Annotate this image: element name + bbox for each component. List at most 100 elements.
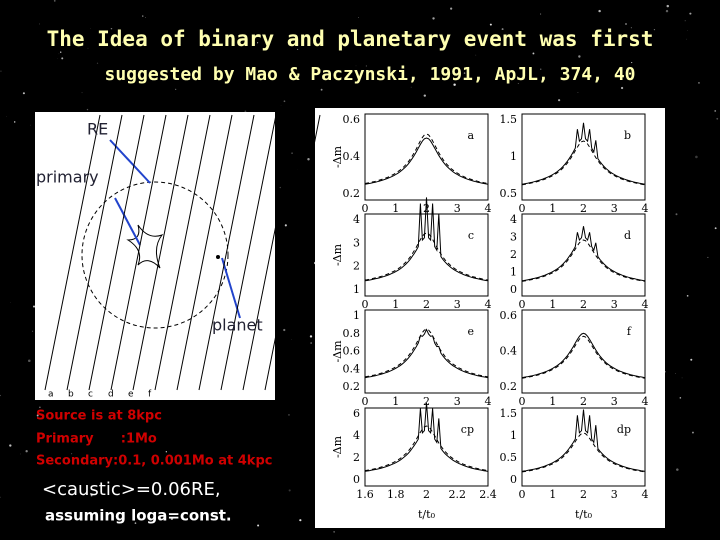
source-track [154, 114, 211, 391]
source-track [176, 114, 233, 391]
star [675, 372, 676, 374]
star [9, 444, 12, 447]
star [358, 17, 360, 18]
panel-label: cp [461, 423, 474, 436]
y-tick-label: 0.2 [343, 187, 361, 200]
star [32, 305, 36, 308]
x-tick-label: 2 [423, 298, 430, 311]
star [0, 394, 1, 397]
y-axis-label: -Δm [331, 145, 344, 168]
panel-frame [521, 213, 646, 297]
star [686, 294, 689, 297]
star [71, 453, 73, 455]
y-tick-label: 0.4 [500, 345, 518, 358]
x-tick-label: 1.8 [387, 488, 405, 501]
re-label: RE [87, 120, 108, 139]
note-line: Source is at 8kpc [36, 409, 162, 424]
x-tick-label: 2.4 [479, 488, 497, 501]
star [81, 92, 83, 94]
star [558, 99, 561, 102]
x-tick-label: 4 [485, 395, 492, 408]
track-label: b [68, 390, 74, 400]
y-tick-label: 2 [353, 451, 360, 464]
y-tick-label: 0.2 [500, 380, 518, 393]
x-tick-label: 0 [362, 202, 369, 215]
note-line: Primary :1Mo [36, 432, 157, 447]
star [577, 92, 579, 93]
x-tick-label: 2 [580, 488, 587, 501]
star [463, 72, 466, 74]
panel-label: f [627, 325, 632, 338]
y-tick-label: 1 [510, 266, 517, 279]
x-tick-label: 4 [642, 395, 649, 408]
y-tick-label: 1 [510, 429, 517, 442]
x-tick-label: 2 [580, 395, 587, 408]
x-tick-label: 1.6 [356, 488, 374, 501]
star [450, 7, 453, 10]
x-tick-label: 3 [454, 202, 461, 215]
star [631, 62, 633, 64]
star [87, 47, 89, 49]
star [540, 68, 542, 70]
y-tick-label: 0.2 [343, 380, 361, 393]
star [517, 83, 519, 84]
panel-frame [521, 113, 646, 201]
x-tick-label: 3 [454, 298, 461, 311]
arrow [114, 197, 141, 246]
star [86, 108, 89, 111]
star [165, 451, 167, 453]
primary-label: primary [36, 168, 99, 187]
light-curve-dashed [521, 239, 646, 282]
panel-label: d [624, 229, 631, 242]
star [307, 158, 310, 161]
x-tick-label: 0 [519, 202, 526, 215]
source-track [242, 114, 299, 391]
star [297, 48, 299, 50]
light-curve [364, 328, 489, 379]
star [687, 30, 688, 31]
track-label: c [88, 390, 93, 400]
star [32, 330, 34, 332]
y-tick-label: 0.6 [343, 345, 361, 358]
star [13, 121, 16, 123]
track-label: a [48, 390, 54, 400]
star [288, 489, 291, 492]
star [365, 65, 367, 67]
x-tick-label: 4 [485, 298, 492, 311]
star [96, 62, 99, 64]
panel-label: a [467, 129, 474, 142]
star [299, 519, 302, 522]
star [110, 27, 113, 30]
source-track [88, 114, 145, 391]
y-tick-label: 1 [510, 150, 517, 163]
x-tick-label: 4 [642, 488, 649, 501]
star [698, 82, 700, 84]
star [310, 342, 312, 344]
star [333, 531, 335, 533]
y-tick-label: 0 [510, 473, 517, 486]
track-label: f [148, 390, 152, 400]
x-tick-label: 0 [519, 395, 526, 408]
x-tick-label: 3 [454, 395, 461, 408]
x-tick-label: 0 [519, 488, 526, 501]
star [144, 17, 146, 18]
star [432, 17, 435, 20]
y-tick-label: 2 [353, 260, 360, 273]
source-track [132, 114, 189, 391]
x-tick-label: 4 [642, 298, 649, 311]
y-tick-label: 3 [353, 236, 360, 249]
star [309, 335, 313, 338]
light-curve-dashed [521, 140, 646, 186]
title-line: The Idea of binary and planetary event w… [47, 27, 654, 51]
panel-frame [521, 407, 646, 487]
star [28, 359, 31, 362]
star [453, 83, 456, 86]
panel-label: b [624, 129, 631, 142]
star [489, 23, 492, 26]
star [716, 117, 719, 120]
y-tick-label: 0 [353, 473, 360, 486]
star [288, 414, 290, 416]
planet-label: planet [212, 316, 263, 335]
star [257, 42, 259, 44]
